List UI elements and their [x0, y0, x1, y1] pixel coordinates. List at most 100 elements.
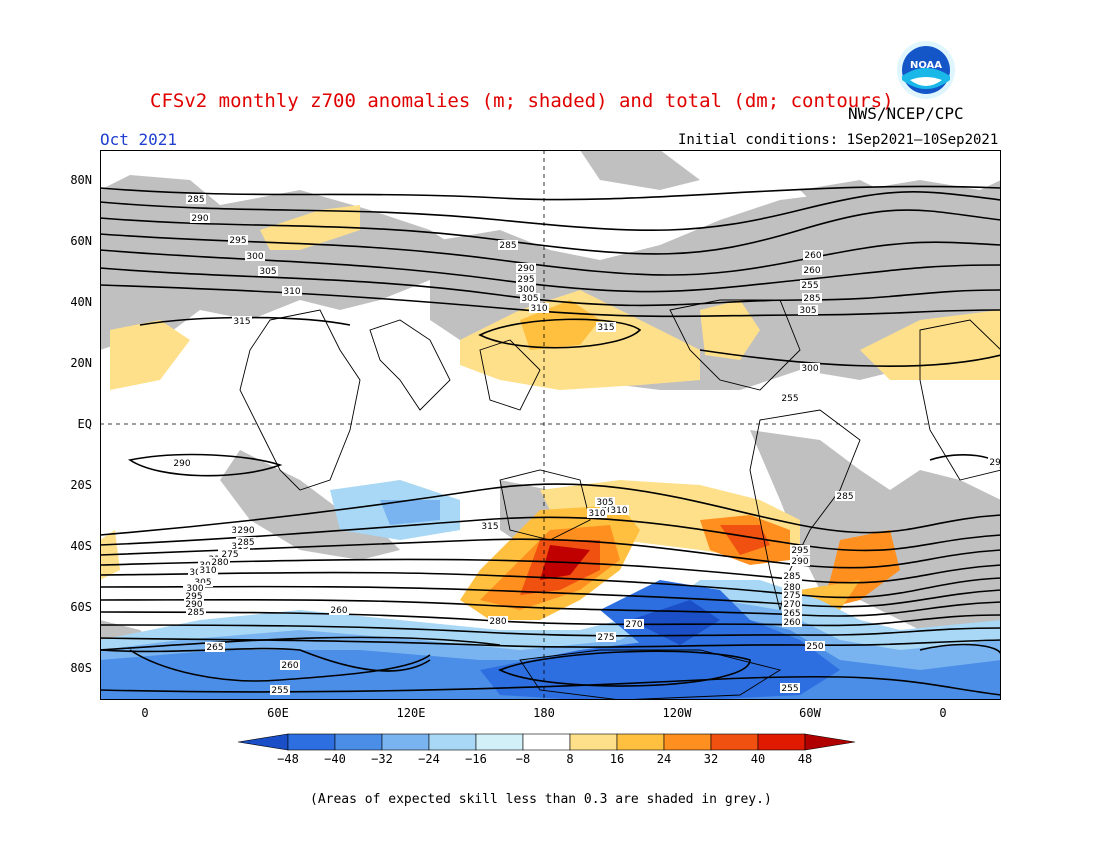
contour-label: 260 — [329, 605, 349, 616]
colorbar-bin — [710, 733, 759, 751]
colorbar-bin — [757, 733, 806, 751]
contour-label: 255 — [780, 393, 800, 404]
contour-label: 295 — [184, 591, 204, 602]
colorbar-label: 32 — [703, 752, 719, 766]
colorbar-label: 8 — [566, 752, 574, 766]
svg-text:295: 295 — [229, 236, 246, 246]
contour-label: 305 — [258, 266, 278, 277]
svg-text:310: 310 — [588, 509, 605, 519]
svg-text:305: 305 — [521, 294, 538, 304]
svg-text:280: 280 — [211, 558, 228, 568]
svg-text:295: 295 — [185, 592, 202, 602]
svg-text:255: 255 — [781, 684, 798, 694]
contour-label: 285 — [498, 240, 518, 251]
contour-label: 310 — [587, 508, 607, 519]
map-frame — [100, 150, 1001, 700]
svg-text:255: 255 — [271, 686, 288, 696]
svg-text:270: 270 — [783, 600, 800, 610]
contour-label: 250 — [805, 641, 825, 652]
contour-label: 280 — [488, 616, 508, 627]
colorbar-label: −48 — [277, 752, 299, 766]
colorbar-label: −40 — [324, 752, 346, 766]
coastlines — [239, 299, 1001, 700]
contour-label: 285 — [186, 607, 206, 618]
contour-label: 305 — [798, 305, 818, 316]
contour-label: 260 — [280, 660, 300, 671]
svg-text:260: 260 — [804, 251, 821, 261]
svg-text:255: 255 — [781, 394, 798, 404]
contour-label: 315 — [232, 316, 252, 327]
svg-text:260: 260 — [330, 606, 347, 616]
svg-text:285: 285 — [187, 608, 204, 618]
svg-text:260: 260 — [783, 618, 800, 628]
lat-label-60s: 60S — [70, 600, 92, 614]
svg-text:290: 290 — [791, 557, 808, 567]
lat-label-40s: 40S — [70, 539, 92, 553]
contour-label: 260 — [803, 250, 823, 261]
contour-label: 295 — [790, 545, 810, 556]
colorbar-label: 24 — [656, 752, 672, 766]
contour-label: 255 — [800, 280, 820, 291]
svg-text:300: 300 — [801, 364, 818, 374]
svg-text:275: 275 — [597, 633, 614, 643]
contour-label: 315 — [480, 521, 500, 532]
contour-label: 290 — [184, 599, 204, 610]
svg-text:310: 310 — [283, 287, 300, 297]
contour-label: 285 — [236, 537, 256, 548]
lat-lon-grid — [100, 150, 1001, 700]
contour-label: 290 — [790, 556, 810, 567]
svg-text:315: 315 — [481, 522, 498, 532]
contour-label: 275 — [782, 590, 802, 601]
contour-label: 295 — [228, 235, 248, 246]
contour-label: 260 — [802, 265, 822, 276]
colorbar-bin — [287, 733, 336, 751]
contour-label: 260 — [782, 617, 802, 628]
lon-label-0-east: 0 — [939, 706, 947, 720]
contour-label: 290 — [236, 525, 256, 536]
svg-text:255: 255 — [801, 281, 818, 291]
height-contours — [100, 185, 1001, 696]
svg-text:280: 280 — [489, 617, 506, 627]
contour-label: 290 — [172, 458, 192, 469]
svg-text:300: 300 — [246, 252, 263, 262]
contour-label: 270 — [782, 599, 802, 610]
svg-text:290: 290 — [237, 526, 254, 536]
svg-text:295: 295 — [791, 546, 808, 556]
contour-label: 300 — [800, 363, 820, 374]
contour-label: 285 — [782, 571, 802, 582]
colorbar-bin — [804, 733, 856, 751]
svg-text:285: 285 — [836, 492, 853, 502]
contour-label: 280 — [210, 557, 230, 568]
svg-text:310: 310 — [530, 304, 547, 314]
contour-label: 315 — [596, 322, 616, 333]
contour-label: 275 — [596, 632, 616, 643]
contour-label: 275 — [220, 549, 240, 560]
colorbar-bin — [428, 733, 477, 751]
contour-label: 295 — [988, 457, 1001, 468]
svg-text:305: 305 — [799, 306, 816, 316]
lat-label-40n: 40N — [70, 295, 92, 309]
svg-text:290: 290 — [173, 459, 190, 469]
lat-label-20s: 20S — [70, 478, 92, 492]
svg-text:285: 285 — [499, 241, 516, 251]
lon-label-120w: 120W — [662, 706, 692, 720]
svg-text:260: 260 — [803, 266, 820, 276]
contour-label: 290 — [190, 213, 210, 224]
anomaly-map: 2852902953003053103152852902953003053103… — [100, 150, 1001, 700]
svg-text:295: 295 — [989, 458, 1001, 468]
colorbar-bin — [569, 733, 618, 751]
svg-text:285: 285 — [783, 572, 800, 582]
contour-label: 290 — [516, 263, 536, 274]
lon-label-120e: 120E — [396, 706, 426, 720]
contour-label: 270 — [624, 619, 644, 630]
logo-text: NOAA — [910, 60, 942, 71]
colorbar-bin — [522, 733, 571, 751]
svg-text:290: 290 — [185, 600, 202, 610]
contour-label: 265 — [782, 608, 802, 619]
colorbar-label: −24 — [418, 752, 440, 766]
colorbar-label: −16 — [465, 752, 487, 766]
contour-label: 310 — [529, 303, 549, 314]
period-label: Oct 2021 — [100, 130, 178, 149]
svg-text:300: 300 — [186, 584, 203, 594]
svg-text:285: 285 — [237, 538, 254, 548]
